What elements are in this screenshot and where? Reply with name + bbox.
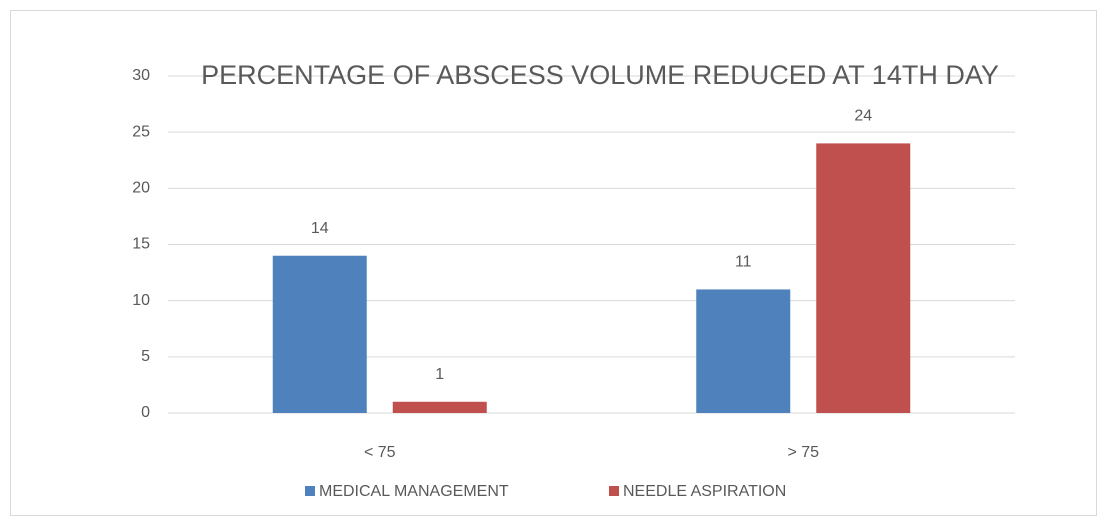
legend-swatch — [609, 486, 619, 496]
bar — [696, 289, 791, 413]
y-tick-label: 0 — [141, 404, 150, 421]
y-tick-label: 10 — [132, 292, 150, 309]
y-tick-label: 5 — [141, 348, 150, 365]
y-tick-label: 20 — [132, 180, 150, 197]
bar — [816, 143, 911, 413]
y-tick-label: 30 — [132, 67, 150, 84]
data-label: 24 — [854, 108, 872, 125]
y-tick-label: 15 — [132, 236, 150, 253]
chart-border — [10, 10, 1097, 516]
x-tick-label: < 75 — [364, 444, 396, 461]
y-tick-label: 25 — [132, 123, 150, 140]
legend-label: MEDICAL MANAGEMENT — [319, 483, 509, 500]
legend-label: NEEDLE ASPIRATION — [623, 483, 786, 500]
chart-title: PERCENTAGE OF ABSCESS VOLUME REDUCED AT … — [201, 60, 999, 90]
x-tick-label: > 75 — [787, 444, 819, 461]
bar — [392, 401, 487, 413]
data-label: 11 — [735, 254, 752, 271]
data-label: 14 — [311, 220, 329, 237]
legend-swatch — [305, 486, 315, 496]
data-label: 1 — [435, 366, 444, 383]
bar — [272, 255, 367, 413]
